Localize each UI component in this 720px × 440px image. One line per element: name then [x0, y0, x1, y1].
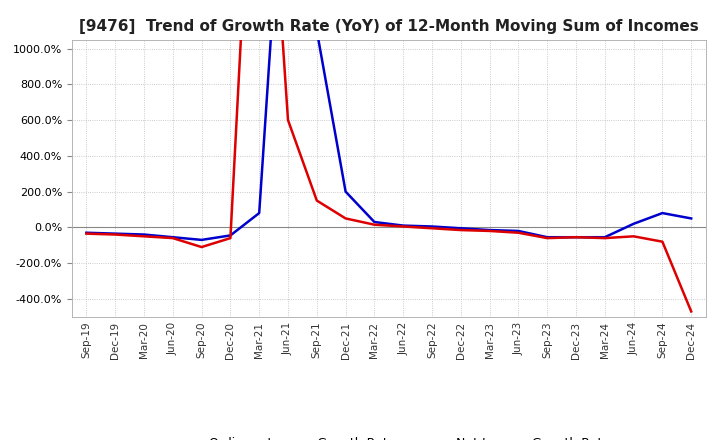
Ordinary Income Growth Rate — [255, 210, 264, 216]
Net Income Growth Rate — [168, 235, 177, 241]
Net Income Growth Rate — [370, 222, 379, 227]
Ordinary Income Growth Rate — [111, 231, 120, 236]
Net Income Growth Rate — [658, 239, 667, 244]
Ordinary Income Growth Rate — [226, 233, 235, 238]
Legend: Ordinary Income Growth Rate, Net Income Growth Rate: Ordinary Income Growth Rate, Net Income … — [163, 432, 615, 440]
Ordinary Income Growth Rate — [140, 232, 148, 237]
Net Income Growth Rate — [428, 226, 436, 231]
Ordinary Income Growth Rate — [428, 224, 436, 229]
Net Income Growth Rate — [284, 117, 292, 123]
Net Income Growth Rate — [82, 231, 91, 236]
Ordinary Income Growth Rate — [658, 210, 667, 216]
Ordinary Income Growth Rate — [399, 223, 408, 228]
Net Income Growth Rate — [111, 232, 120, 237]
Ordinary Income Growth Rate — [82, 230, 91, 235]
Net Income Growth Rate — [687, 309, 696, 314]
Ordinary Income Growth Rate — [514, 228, 523, 234]
Net Income Growth Rate — [629, 234, 638, 239]
Ordinary Income Growth Rate — [572, 235, 580, 240]
Net Income Growth Rate — [341, 216, 350, 221]
Ordinary Income Growth Rate — [456, 226, 465, 231]
Net Income Growth Rate — [399, 224, 408, 229]
Net Income Growth Rate — [543, 235, 552, 241]
Ordinary Income Growth Rate — [312, 28, 321, 33]
Net Income Growth Rate — [140, 234, 148, 239]
Net Income Growth Rate — [312, 198, 321, 203]
Net Income Growth Rate — [572, 235, 580, 240]
Net Income Growth Rate — [485, 228, 494, 234]
Net Income Growth Rate — [514, 230, 523, 235]
Ordinary Income Growth Rate — [341, 189, 350, 194]
Ordinary Income Growth Rate — [168, 235, 177, 240]
Line: Net Income Growth Rate: Net Income Growth Rate — [86, 0, 691, 312]
Line: Ordinary Income Growth Rate: Ordinary Income Growth Rate — [86, 0, 691, 240]
Ordinary Income Growth Rate — [687, 216, 696, 221]
Title: [9476]  Trend of Growth Rate (YoY) of 12-Month Moving Sum of Incomes: [9476] Trend of Growth Rate (YoY) of 12-… — [79, 19, 698, 34]
Ordinary Income Growth Rate — [600, 235, 609, 240]
Net Income Growth Rate — [226, 235, 235, 241]
Net Income Growth Rate — [197, 244, 206, 249]
Ordinary Income Growth Rate — [543, 235, 552, 240]
Ordinary Income Growth Rate — [370, 220, 379, 225]
Ordinary Income Growth Rate — [485, 227, 494, 233]
Ordinary Income Growth Rate — [197, 237, 206, 242]
Net Income Growth Rate — [600, 235, 609, 241]
Net Income Growth Rate — [456, 227, 465, 233]
Ordinary Income Growth Rate — [629, 221, 638, 227]
